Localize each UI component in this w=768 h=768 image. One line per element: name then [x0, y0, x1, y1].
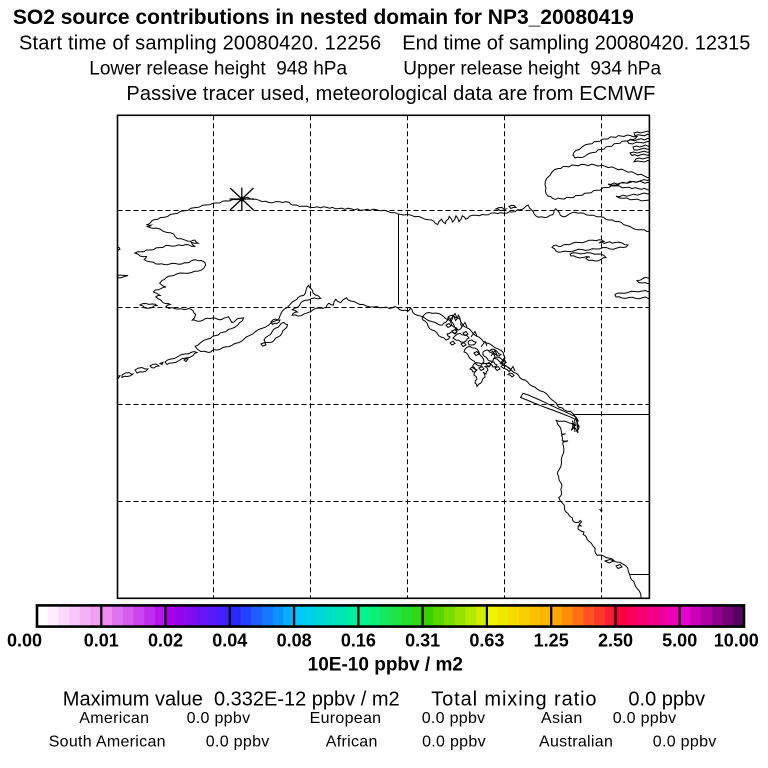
svg-text:South American: South American — [49, 734, 166, 751]
svg-text:Upper release height 934 hPa: Upper release height 934 hPa — [403, 58, 661, 79]
svg-text:American: American — [79, 710, 149, 727]
svg-text:2.50: 2.50 — [598, 631, 633, 651]
svg-text:Asian: Asian — [541, 710, 583, 727]
svg-text:0.31: 0.31 — [405, 631, 440, 651]
svg-text:0.0 ppbv: 0.0 ppbv — [187, 710, 251, 727]
svg-text:0.0 ppbv: 0.0 ppbv — [422, 710, 486, 727]
svg-text:Maximum value 0.332E-12 ppbv: Maximum value 0.332E-12 ppbv / m2 — [63, 689, 400, 711]
svg-text:SO2 source contributions in ne: SO2 source contributions in nested domai… — [13, 6, 634, 29]
svg-text:0.16: 0.16 — [341, 631, 376, 651]
svg-text:Lower release height 948 hPa: Lower release height 948 hPa — [89, 58, 347, 79]
svg-text:10.00: 10.00 — [714, 631, 759, 651]
svg-text:0.63: 0.63 — [469, 631, 504, 651]
svg-text:Start time of sampling 2008042: Start time of sampling 20080420. 12256 — [19, 32, 381, 54]
svg-text:0.0 ppbv: 0.0 ppbv — [422, 734, 486, 751]
svg-text:0.01: 0.01 — [84, 631, 119, 651]
svg-text:5.00: 5.00 — [662, 631, 697, 651]
svg-text:European: European — [310, 710, 382, 727]
svg-text:Australian: Australian — [539, 734, 613, 751]
svg-text:Total mixing ratio: Total mixing ratio — [431, 689, 597, 711]
svg-text:0.08: 0.08 — [277, 631, 312, 651]
svg-text:1.25: 1.25 — [534, 631, 569, 651]
svg-text:10E-10 ppbv / m2: 10E-10 ppbv / m2 — [308, 654, 463, 675]
svg-text:0.0 ppbv: 0.0 ppbv — [653, 734, 717, 751]
svg-text:African: African — [326, 734, 378, 751]
svg-text:0.00: 0.00 — [7, 631, 42, 651]
svg-text:0.0 ppbv: 0.0 ppbv — [628, 689, 705, 711]
svg-text:0.0 ppbv: 0.0 ppbv — [206, 734, 270, 751]
svg-text:0.02: 0.02 — [148, 631, 183, 651]
svg-text:0.04: 0.04 — [212, 631, 247, 651]
svg-text:Passive tracer used, meteorolo: Passive tracer used, meteorological data… — [126, 83, 655, 105]
svg-text:0.0 ppbv: 0.0 ppbv — [613, 710, 677, 727]
svg-text:End time of sampling 20080420.: End time of sampling 20080420. 12315 — [402, 32, 750, 54]
